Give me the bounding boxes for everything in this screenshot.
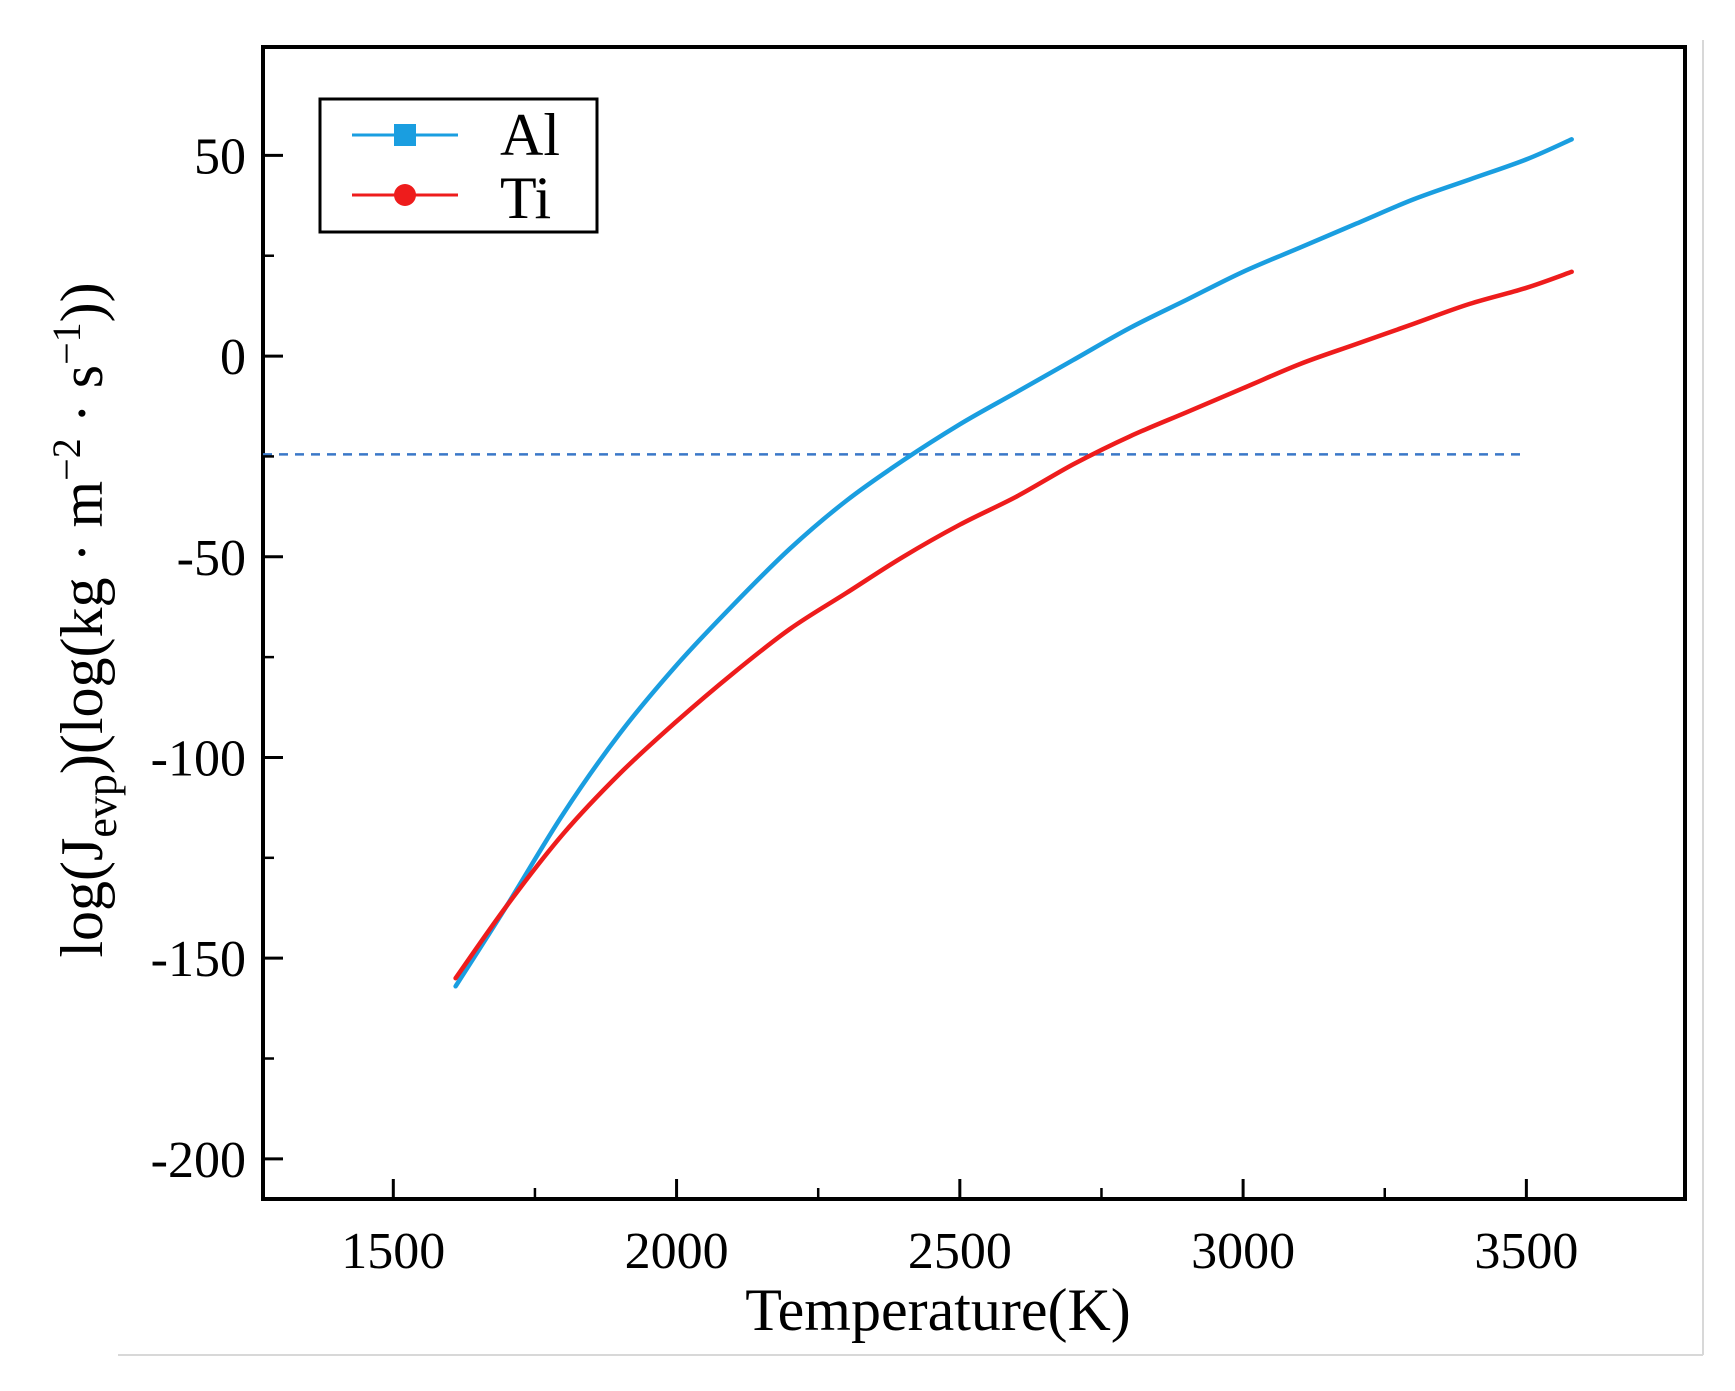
y-tick-label: -200 — [151, 1132, 246, 1189]
legend-al-marker — [394, 124, 416, 146]
y-axis-title-sub: evp — [77, 774, 126, 838]
y-axis-title-mid: )(log(kg · m — [49, 481, 115, 774]
x-tick-label: 2000 — [625, 1223, 729, 1280]
x-tick-label: 2500 — [908, 1223, 1012, 1280]
y-tick-label: 50 — [194, 128, 246, 185]
y-tick-label: 0 — [220, 329, 246, 386]
y-tick-label: -150 — [151, 931, 246, 988]
x-tick-label: 3000 — [1191, 1223, 1295, 1280]
legend-box — [318, 97, 599, 234]
x-axis-ticks: 1500 2000 2500 3000 3500 — [341, 1179, 1578, 1280]
x-tick-label: 3500 — [1474, 1223, 1578, 1280]
series-line-al — [453, 137, 1574, 989]
x-tick-label: 1500 — [341, 1223, 445, 1280]
y-tick-label: -50 — [177, 530, 246, 587]
y-axis-title-mid2: · s — [49, 365, 115, 438]
y-axis-title-sup2: −1 — [44, 322, 89, 365]
y-axis-title-base: log(J — [49, 838, 115, 958]
legend-al-label: Al — [500, 102, 560, 168]
y-axis-title: log(Jevp)(log(kg · m−2 · s−1)) — [44, 282, 126, 957]
series-layer — [453, 137, 1574, 989]
plot-area-frame — [261, 45, 1687, 1201]
y-axis-title-sup1: −2 — [44, 438, 89, 481]
y-axis-ticks: 50 0 -50 -100 -150 -200 — [151, 128, 283, 1189]
x-axis-title: Temperature(K) — [745, 1277, 1131, 1343]
legend-ti-label: Ti — [500, 165, 551, 231]
legend-ti-marker — [394, 184, 416, 206]
legend: Al Ti — [318, 97, 599, 234]
y-tick-label: -100 — [151, 730, 246, 787]
y-axis-title-end: )) — [49, 282, 115, 322]
series-line-ti — [453, 269, 1574, 981]
